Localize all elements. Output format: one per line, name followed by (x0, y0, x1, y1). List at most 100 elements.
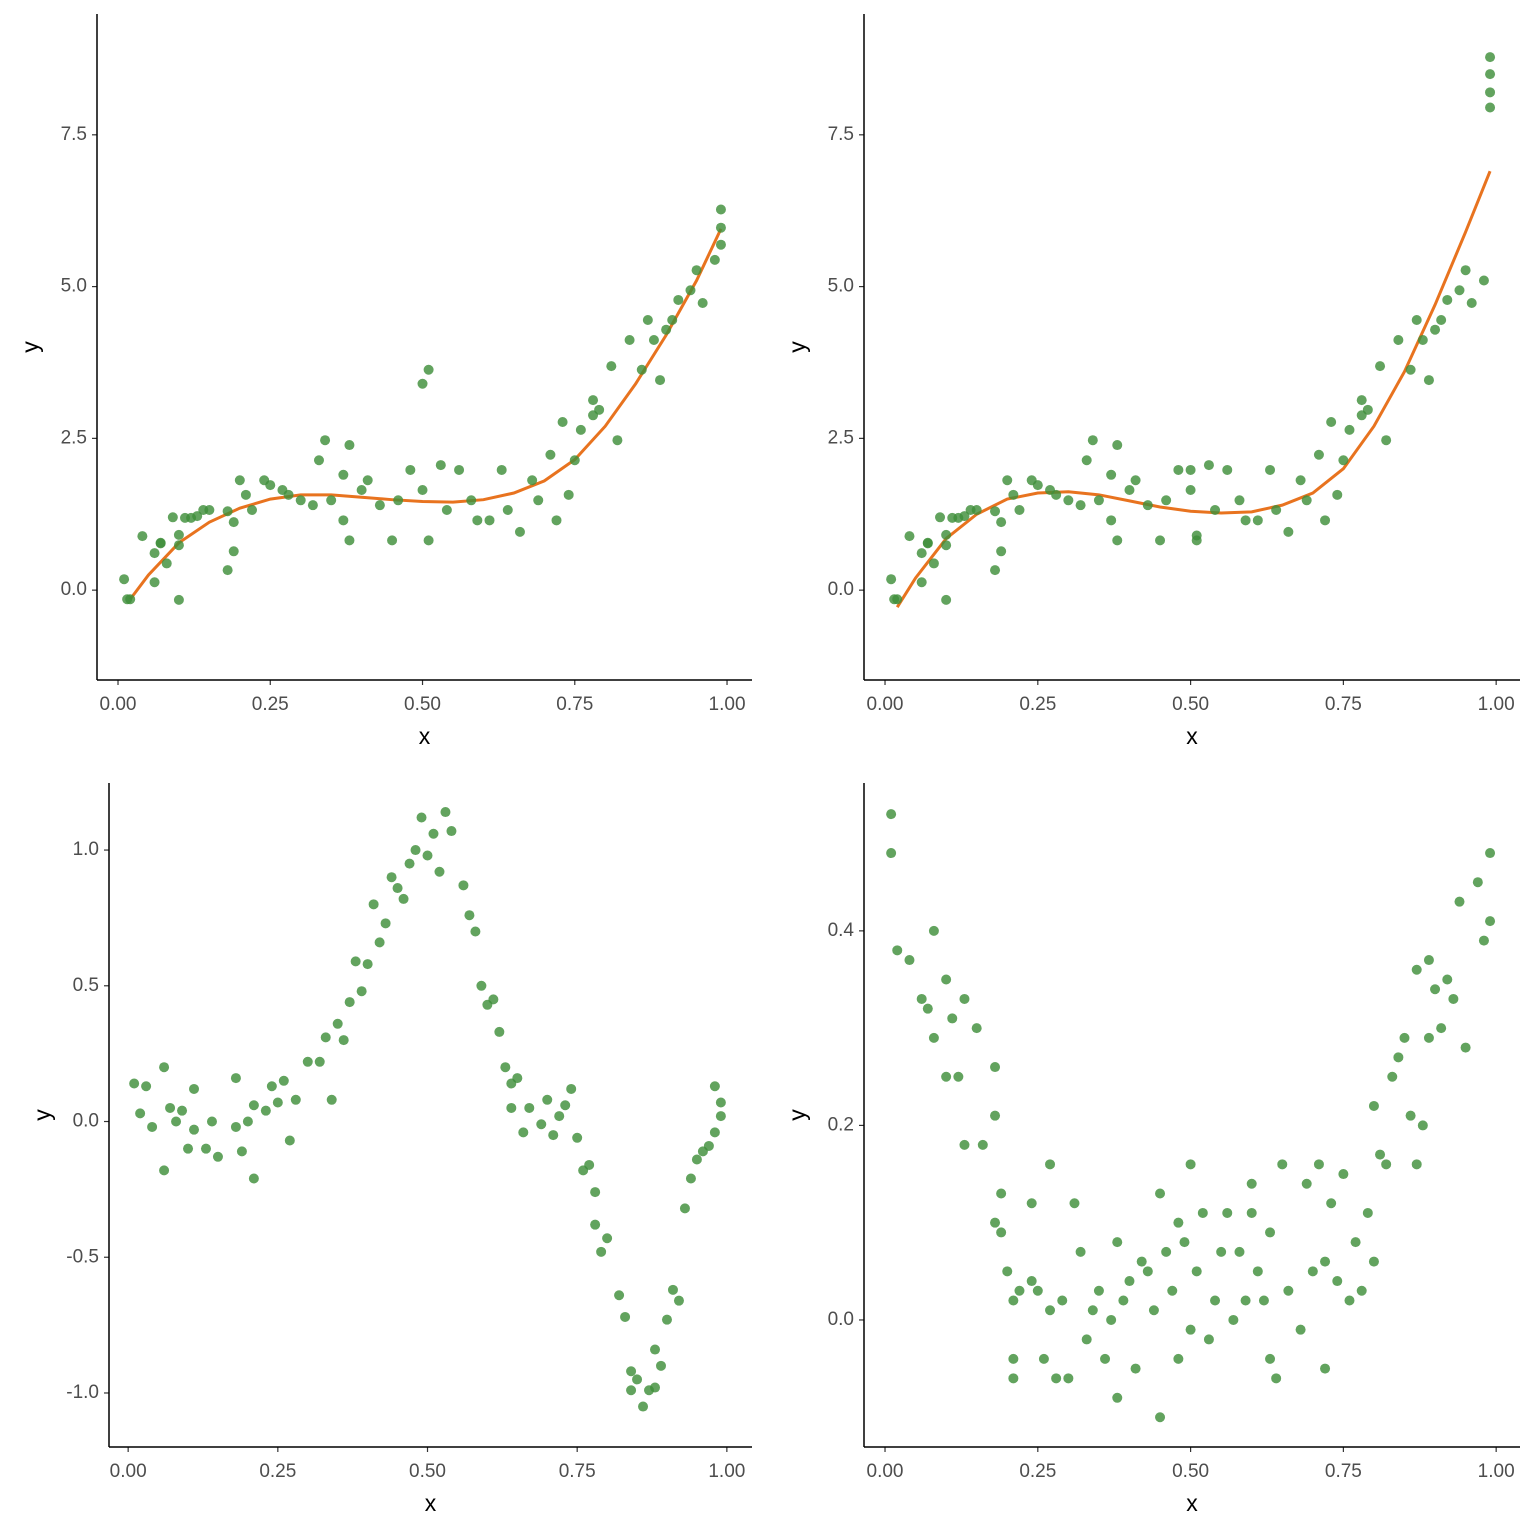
point (1485, 52, 1496, 63)
point (1197, 1207, 1208, 1218)
x-axis-title: x (1186, 1490, 1198, 1516)
point (1008, 1373, 1019, 1384)
point (588, 395, 599, 406)
point (1320, 1363, 1331, 1374)
point (1246, 1178, 1257, 1189)
point (314, 1056, 325, 1067)
point (1313, 449, 1324, 460)
point (1191, 535, 1202, 546)
point (404, 858, 415, 869)
point (650, 1344, 661, 1355)
point (392, 883, 403, 894)
point (572, 1132, 583, 1143)
point (575, 424, 586, 435)
point (350, 956, 361, 967)
point (584, 1159, 595, 1170)
point (655, 1360, 666, 1371)
x-tick-label: 0.00 (867, 1461, 904, 1482)
y-tick-label: 7.5 (61, 124, 87, 145)
point (1130, 1363, 1141, 1374)
point (476, 980, 487, 991)
point (1326, 416, 1337, 427)
point (1222, 464, 1233, 475)
point (204, 505, 215, 516)
point (941, 594, 952, 605)
x-tick-label: 0.75 (556, 694, 593, 715)
point (441, 505, 452, 516)
point (149, 548, 160, 559)
point (494, 1026, 505, 1037)
point (1222, 1207, 1233, 1218)
point (1173, 1353, 1184, 1364)
point (1173, 464, 1184, 475)
point (189, 1124, 200, 1135)
point (892, 945, 903, 956)
point (673, 1295, 684, 1306)
point (715, 204, 726, 215)
point (626, 1385, 637, 1396)
point (159, 1165, 170, 1176)
point (1155, 535, 1166, 546)
point (1338, 1169, 1349, 1180)
point (1375, 1149, 1386, 1160)
point (472, 515, 483, 526)
point (423, 535, 434, 546)
point (661, 1314, 672, 1325)
point (1454, 285, 1465, 296)
x-tick-label: 0.00 (100, 694, 137, 715)
point (1417, 1120, 1428, 1131)
point (1258, 1295, 1269, 1306)
point (129, 1078, 140, 1089)
point (1161, 1246, 1172, 1257)
point (1356, 1285, 1367, 1296)
point (290, 1094, 301, 1105)
point (715, 1111, 726, 1122)
point (236, 1146, 247, 1157)
point (1393, 335, 1404, 346)
panel: 0.00 0.25 0.50 0.75 1.00 0.0 0.2 0.4 x y (784, 783, 1520, 1516)
point (488, 994, 499, 1005)
x-tick-label: 0.00 (110, 1461, 147, 1482)
x-tick-label: 0.25 (252, 694, 289, 715)
point (1002, 1266, 1013, 1277)
point (141, 1081, 152, 1092)
point (709, 1127, 720, 1138)
point (990, 1110, 1001, 1121)
point (295, 495, 306, 506)
point (650, 1382, 661, 1393)
point (524, 1102, 535, 1113)
point (959, 511, 970, 522)
point (428, 828, 439, 839)
point (1277, 1159, 1288, 1170)
point (1210, 505, 1221, 516)
point (1075, 1246, 1086, 1257)
point (1014, 505, 1025, 516)
point (1203, 1334, 1214, 1345)
point (1485, 916, 1496, 927)
point (1485, 102, 1496, 113)
point (222, 506, 233, 517)
y-tick-label: 2.5 (61, 427, 87, 448)
point (1362, 1207, 1373, 1218)
point (636, 364, 647, 375)
point (1112, 1392, 1123, 1403)
point (266, 1081, 277, 1092)
point (230, 1121, 241, 1132)
point (417, 484, 428, 495)
y-tick-label: 0.4 (828, 920, 855, 941)
point (886, 574, 897, 585)
point (1038, 1353, 1049, 1364)
x-tick-label: 1.00 (1478, 694, 1515, 715)
point (928, 1032, 939, 1043)
y-tick-label: 0.0 (73, 1111, 99, 1132)
point (183, 1143, 194, 1154)
point (1472, 877, 1483, 888)
x-tick-label: 1.00 (708, 1461, 745, 1482)
point (1368, 1256, 1379, 1267)
point (1081, 1334, 1092, 1345)
point (416, 812, 427, 823)
point (886, 809, 897, 820)
point (1142, 1266, 1153, 1277)
point (1320, 515, 1331, 526)
